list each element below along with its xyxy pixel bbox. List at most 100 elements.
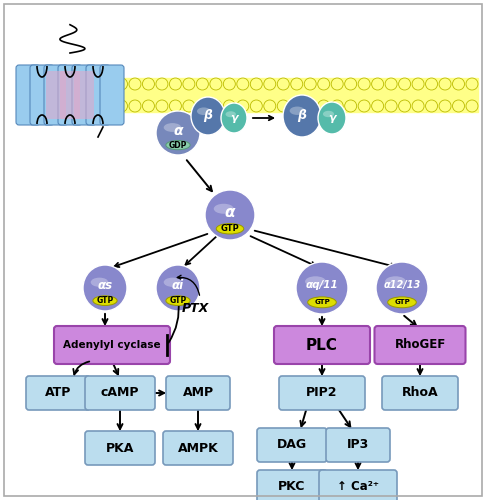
Circle shape: [318, 100, 330, 112]
Ellipse shape: [93, 296, 117, 306]
Circle shape: [250, 78, 262, 90]
FancyBboxPatch shape: [85, 431, 155, 465]
Circle shape: [358, 100, 370, 112]
Ellipse shape: [221, 103, 247, 133]
Circle shape: [210, 78, 222, 90]
FancyBboxPatch shape: [74, 71, 94, 119]
Circle shape: [156, 100, 168, 112]
Ellipse shape: [216, 224, 244, 234]
Ellipse shape: [305, 276, 326, 286]
Text: IP3: IP3: [347, 438, 369, 452]
Circle shape: [358, 78, 370, 90]
Circle shape: [439, 78, 451, 90]
Ellipse shape: [323, 111, 334, 117]
Circle shape: [466, 78, 478, 90]
FancyBboxPatch shape: [375, 326, 466, 364]
Text: RhoGEF: RhoGEF: [394, 338, 446, 351]
Circle shape: [426, 78, 437, 90]
Text: cAMP: cAMP: [101, 386, 139, 400]
Text: AMP: AMP: [182, 386, 213, 400]
Circle shape: [102, 100, 114, 112]
Text: GTP: GTP: [170, 296, 187, 305]
Text: PKA: PKA: [106, 442, 134, 454]
Circle shape: [210, 100, 222, 112]
FancyBboxPatch shape: [326, 428, 390, 462]
Text: GTP: GTP: [96, 296, 114, 305]
Circle shape: [331, 100, 343, 112]
Circle shape: [237, 100, 249, 112]
FancyBboxPatch shape: [86, 65, 110, 125]
FancyBboxPatch shape: [54, 326, 170, 364]
FancyBboxPatch shape: [274, 326, 370, 364]
Circle shape: [196, 100, 208, 112]
Circle shape: [116, 78, 127, 90]
Text: Adenylyl cyclase: Adenylyl cyclase: [63, 340, 161, 350]
Circle shape: [116, 100, 127, 112]
FancyBboxPatch shape: [279, 376, 365, 410]
Ellipse shape: [214, 204, 234, 214]
Circle shape: [277, 100, 289, 112]
Ellipse shape: [164, 278, 181, 287]
Circle shape: [385, 100, 397, 112]
Text: β: β: [204, 110, 212, 122]
Text: γ: γ: [230, 113, 238, 123]
FancyBboxPatch shape: [257, 428, 327, 462]
FancyBboxPatch shape: [60, 71, 80, 119]
Text: α: α: [225, 205, 235, 220]
Text: AMPK: AMPK: [177, 442, 218, 454]
FancyBboxPatch shape: [30, 65, 54, 125]
Ellipse shape: [156, 265, 200, 311]
Text: GTP: GTP: [394, 300, 410, 306]
Ellipse shape: [376, 262, 428, 314]
FancyBboxPatch shape: [166, 376, 230, 410]
Circle shape: [129, 78, 141, 90]
Text: αq/11: αq/11: [306, 280, 338, 290]
Circle shape: [291, 78, 303, 90]
Ellipse shape: [164, 123, 181, 132]
Text: GTP: GTP: [314, 300, 330, 306]
FancyBboxPatch shape: [319, 470, 397, 500]
Text: β: β: [297, 110, 307, 122]
Circle shape: [250, 100, 262, 112]
FancyBboxPatch shape: [46, 71, 66, 119]
FancyBboxPatch shape: [58, 65, 82, 125]
Ellipse shape: [290, 106, 305, 115]
Circle shape: [399, 78, 411, 90]
FancyBboxPatch shape: [26, 376, 90, 410]
Circle shape: [183, 100, 195, 112]
Text: PKC: PKC: [278, 480, 306, 494]
Circle shape: [426, 100, 437, 112]
Circle shape: [412, 78, 424, 90]
Bar: [102, 78, 478, 112]
Circle shape: [196, 78, 208, 90]
Circle shape: [170, 78, 181, 90]
Circle shape: [412, 100, 424, 112]
FancyBboxPatch shape: [163, 431, 233, 465]
Ellipse shape: [156, 111, 200, 155]
Text: RhoA: RhoA: [402, 386, 438, 400]
Circle shape: [385, 78, 397, 90]
Circle shape: [142, 78, 155, 90]
Text: α: α: [173, 124, 183, 138]
Circle shape: [372, 78, 383, 90]
Circle shape: [345, 100, 357, 112]
Circle shape: [170, 100, 181, 112]
Text: γ: γ: [328, 113, 336, 123]
FancyBboxPatch shape: [85, 376, 155, 410]
Ellipse shape: [388, 297, 417, 308]
Circle shape: [399, 100, 411, 112]
Circle shape: [291, 100, 303, 112]
Ellipse shape: [91, 278, 108, 287]
Circle shape: [156, 78, 168, 90]
Text: PLC: PLC: [306, 338, 338, 352]
Circle shape: [102, 78, 114, 90]
Circle shape: [318, 78, 330, 90]
Ellipse shape: [166, 296, 190, 306]
Text: αi: αi: [172, 279, 184, 292]
Ellipse shape: [166, 140, 190, 149]
Ellipse shape: [197, 108, 210, 115]
Ellipse shape: [226, 112, 236, 117]
FancyBboxPatch shape: [100, 65, 124, 125]
Text: DAG: DAG: [277, 438, 307, 452]
Circle shape: [439, 100, 451, 112]
